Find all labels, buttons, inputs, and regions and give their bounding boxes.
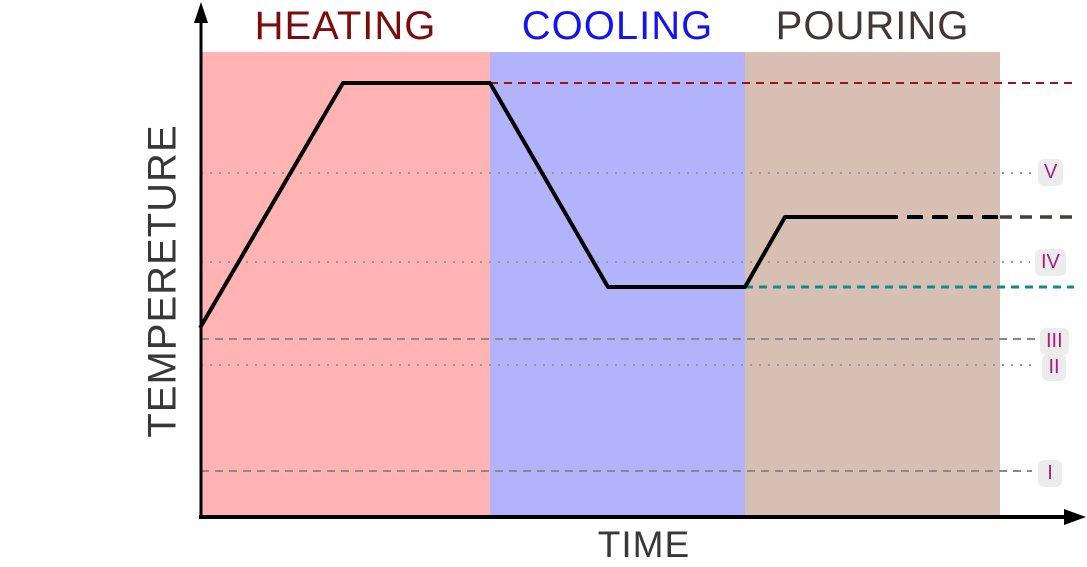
time-axis-label: TIME — [597, 524, 691, 565]
phase-band-pouring — [745, 52, 1000, 515]
phase-title-pouring: POURING — [775, 3, 970, 48]
level-label-iii: III — [1040, 328, 1069, 355]
level-label-ii: II — [1042, 354, 1066, 381]
temperature-axis-label: TEMPERETURE — [140, 124, 185, 438]
level-label-iv: IV — [1035, 249, 1066, 276]
phase-band-heating — [201, 52, 490, 515]
phase-band-cooling — [490, 52, 745, 515]
phase-title-heating: HEATING — [254, 3, 437, 48]
level-label-i: I — [1038, 460, 1062, 487]
phase-title-cooling: COOLING — [521, 3, 714, 48]
level-label-v: V — [1038, 159, 1064, 186]
